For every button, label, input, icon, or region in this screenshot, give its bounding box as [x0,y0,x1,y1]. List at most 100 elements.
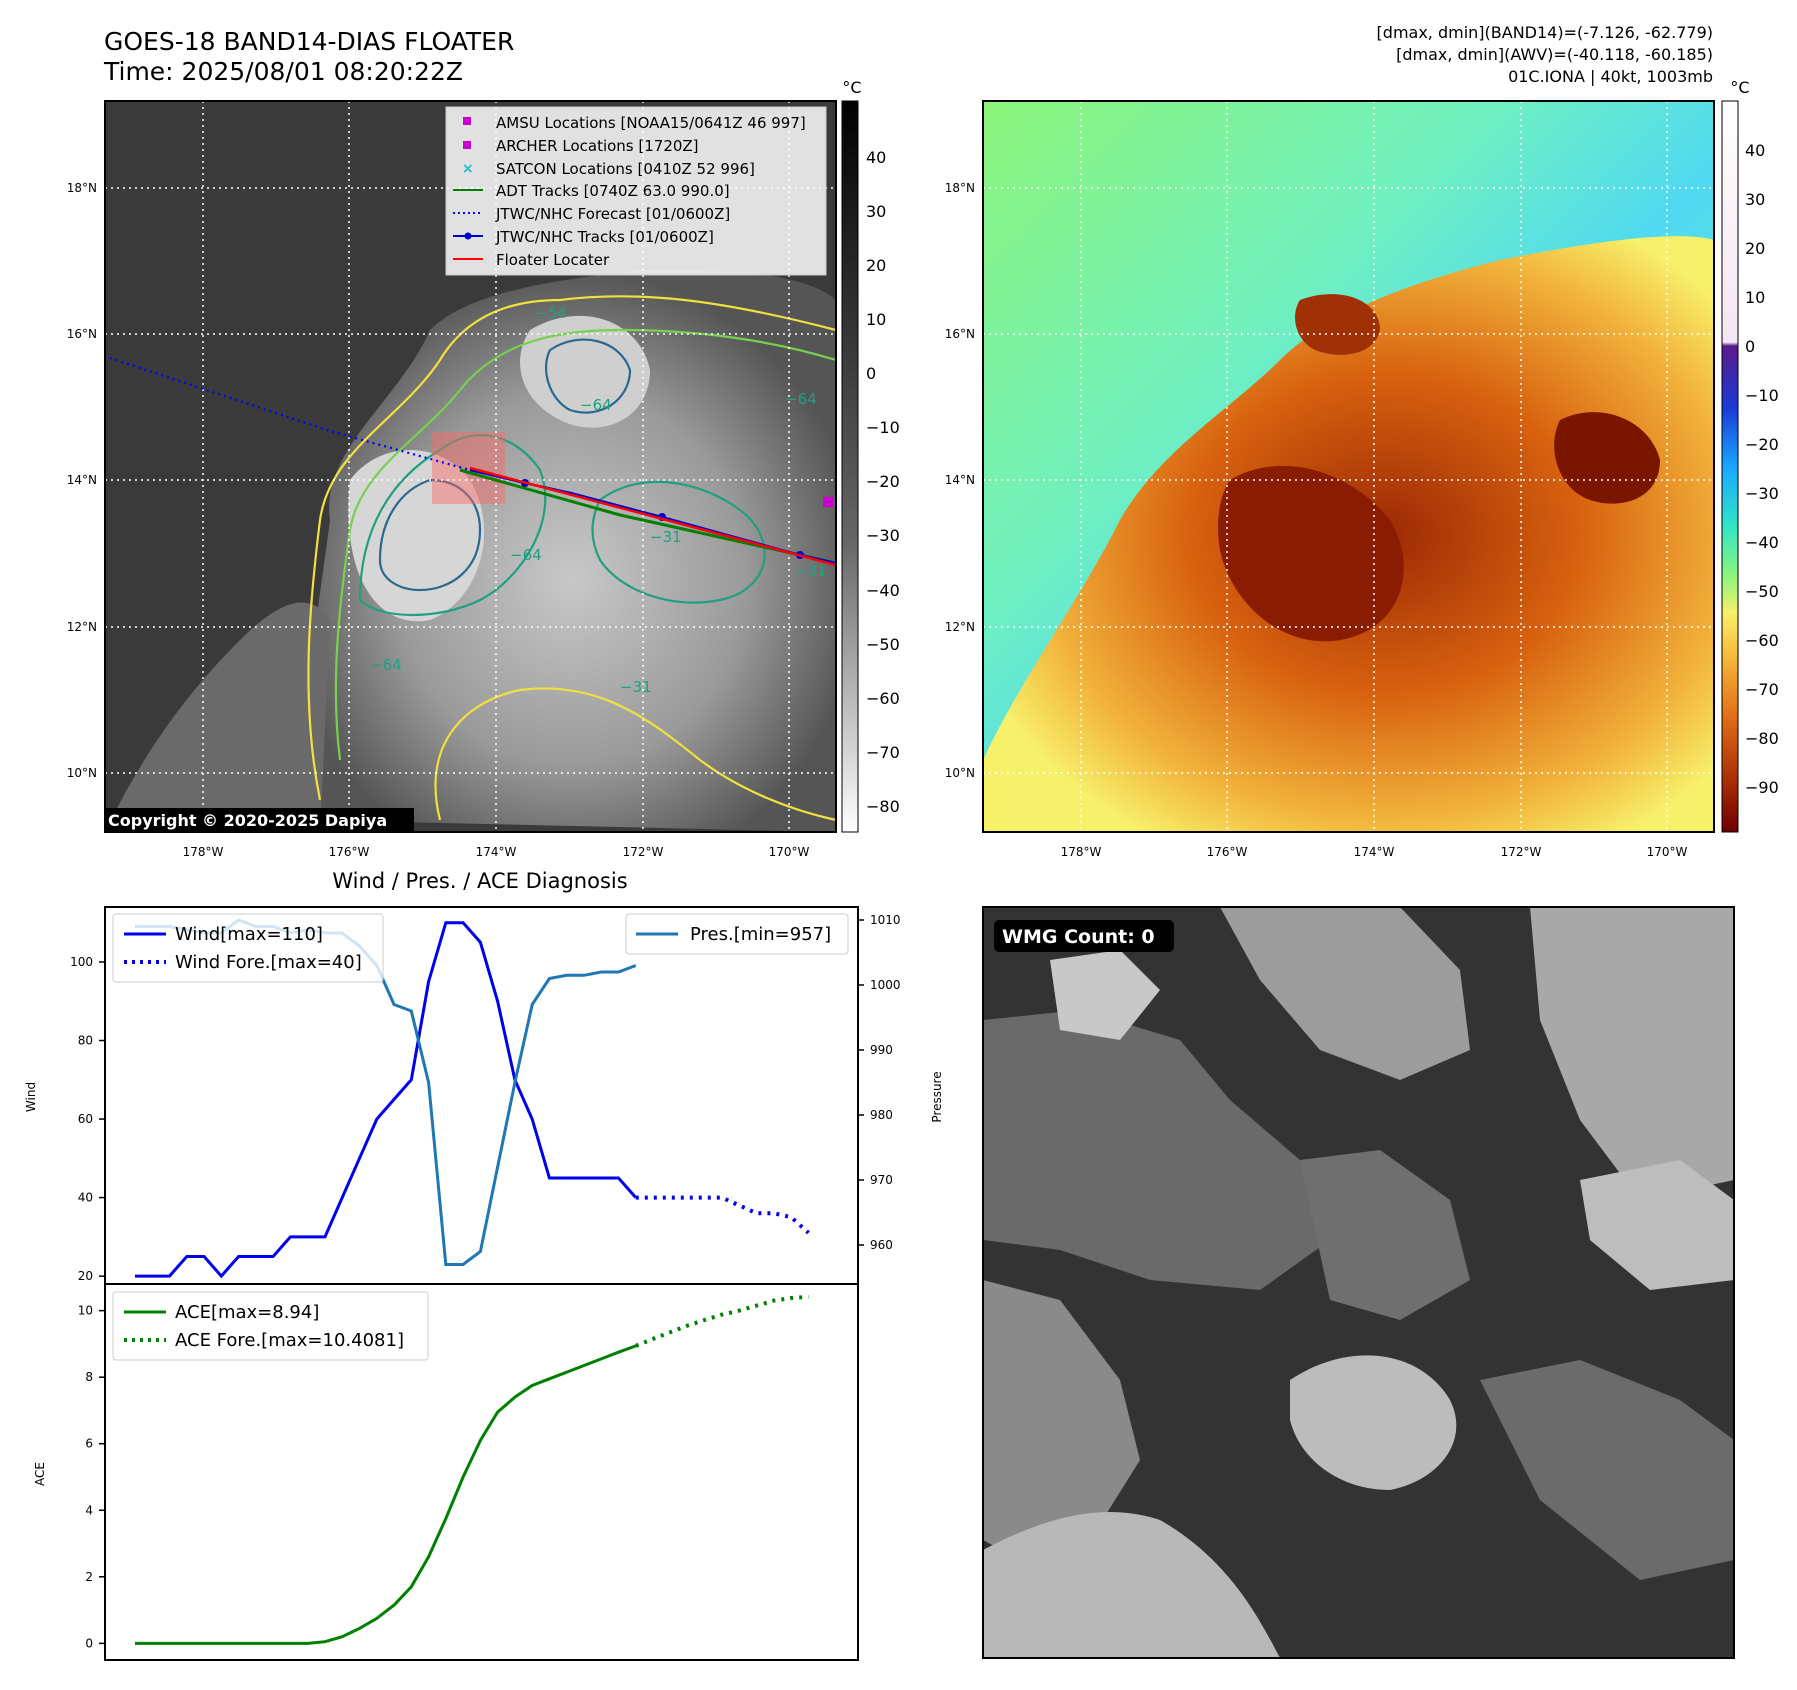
legend-label: ARCHER Locations [1720Z] [496,137,699,155]
legend-ace-fore-label: ACE Fore.[max=10.4081] [175,1330,404,1351]
ir-cb-tick: −70 [866,743,900,762]
contour-label: −64 [785,390,817,408]
legend-tracks-dot [464,232,472,240]
contour-blue [378,478,482,592]
ace-chart: ACE 0 2 4 6 8 10 ACE[max=8.94] ACE Fore.[max=… [33,1283,859,1661]
color-cloud-core-3 [1295,294,1380,355]
ace-plot-frame [104,1283,859,1661]
wmg-count-badge [994,920,1174,952]
lon-label: 172°W [1501,845,1542,859]
lon-label: 170°W [769,845,810,859]
legend-label: JTWC/NHC Forecast [01/0600Z] [495,205,730,223]
ace-tick-label: 6 [85,1437,93,1451]
ir-cb-tick: 0 [866,364,876,383]
lat-label: 16°N [945,327,975,341]
color-cb-tick: −60 [1745,631,1779,650]
ir-cb-tick: 30 [866,202,886,221]
info-awv: [dmax, dmin](AWV)=(-40.118, -60.185) [1396,45,1713,64]
color-cb-tick: −20 [1745,435,1779,454]
color-cb-tick: −10 [1745,386,1779,405]
contour-label: −31 [620,678,652,696]
wmg-region [1530,907,1734,1200]
ace-tick-label: 2 [85,1570,93,1584]
lon-label: 178°W [1061,845,1102,859]
ace-tick-label: 0 [85,1636,93,1650]
color-map-frame [982,100,1715,833]
ir-cb-tick: 20 [866,256,886,275]
wind-axis-label: Wind [24,1082,38,1112]
lat-label: 18°N [945,181,975,195]
pressure-tick-label: 960 [870,1238,893,1252]
contour-blue-2 [545,338,632,414]
contour-teal-2 [591,480,766,604]
lat-label: 10°N [945,766,975,780]
wmg-count-label: WMG Count: 0 [1002,926,1155,948]
ace-tick-label: 8 [85,1370,93,1384]
color-cb-tick: 10 [1745,288,1765,307]
legend-label: SATCON Locations [0410Z 52 996] [496,160,755,178]
floater-box [432,432,505,504]
contour-teal [358,434,547,617]
ir-cb-tick: −60 [866,689,900,708]
legend-label: AMSU Locations [NOAA15/0641Z 46 997] [496,114,806,132]
wind-tick-label: 80 [78,1034,93,1048]
color-cloud-core-2 [1554,412,1660,504]
legend-archer-icon [463,141,471,149]
legend-wind-fore-label: Wind Fore.[max=40] [175,952,362,973]
wind-tick-label: 40 [78,1191,93,1205]
contour-label: −31 [650,528,682,546]
ace-forecast-line [635,1295,809,1348]
color-cb-tick: −40 [1745,533,1779,552]
ir-cloud-bright [348,450,485,622]
color-map-panel: 18°N 16°N 14°N 12°N 10°N 178°W 176°W 174… [945,78,1779,859]
ace-axis-label: ACE [33,1462,47,1486]
ace-line [135,1344,637,1645]
wind-line [135,921,637,1279]
pressure-tick-label: 1000 [870,978,901,992]
legend-label: Floater Locater [496,251,610,269]
ir-cb-tick: −10 [866,418,900,437]
wmg-panel: WMG Count: 0 [982,906,1735,1659]
color-cloud-core [1218,465,1404,642]
ace-series-group [135,1295,809,1645]
lon-label: 178°W [183,845,224,859]
ir-cloud-mass [307,270,836,832]
legend-label: ADT Tracks [0740Z 63.0 990.0] [496,182,730,200]
ir-cb-tick: −20 [866,472,900,491]
copyright-text: Copyright © 2020-2025 Dapiya [108,811,387,830]
diagnosis-title: Wind / Pres. / ACE Diagnosis [332,869,627,893]
lat-label: 14°N [945,473,975,487]
figure-title: GOES-18 BAND14-DIAS FLOATER [104,27,514,56]
pressure-tick-label: 1010 [870,913,901,927]
wmg-frame [982,906,1735,1659]
wind-tick-label: 20 [78,1269,93,1283]
color-gridlines [983,101,1714,832]
contour-label: −64 [510,546,542,564]
wind-pressure-chart: Wind / Pres. / ACE Diagnosis Wind Pressu… [24,869,944,1285]
info-storm: 01C.IONA | 40kt, 1003mb [1508,67,1713,86]
legend-label: JTWC/NHC Tracks [01/0600Z] [495,228,714,246]
pressure-tick-label: 970 [870,1173,893,1187]
color-cb-tick: −90 [1745,778,1779,797]
wmg-region [1300,1150,1470,1320]
wmg-region [983,1280,1140,1560]
ir-colorbar: °C 40 30 20 10 0 −10 −20 −30 −40 −50 −60… [841,78,900,833]
lat-label: 12°N [945,620,975,634]
color-cb-tick: −70 [1745,680,1779,699]
ir-cb-tick: 10 [866,310,886,329]
color-cb-tick: 40 [1745,141,1765,160]
ir-cb-tick: −30 [866,526,900,545]
ace-legend: ACE[max=8.94] ACE Fore.[max=10.4081] [112,1291,429,1361]
color-colorbar-unit: °C [1730,78,1749,97]
lat-label: 14°N [67,473,97,487]
wind-left-ticks: 20 40 60 80 100 [70,955,105,1283]
ir-cloud-west [105,602,330,832]
pressure-legend: Pres.[min=957] [625,913,849,955]
legend-pres-label: Pres.[min=957] [690,924,831,945]
lon-label: 174°W [1354,845,1395,859]
color-cb-tick: 30 [1745,190,1765,209]
color-cb-tick: 0 [1745,337,1755,356]
ace-tick-label: 4 [85,1503,93,1517]
lon-label: 176°W [329,845,370,859]
